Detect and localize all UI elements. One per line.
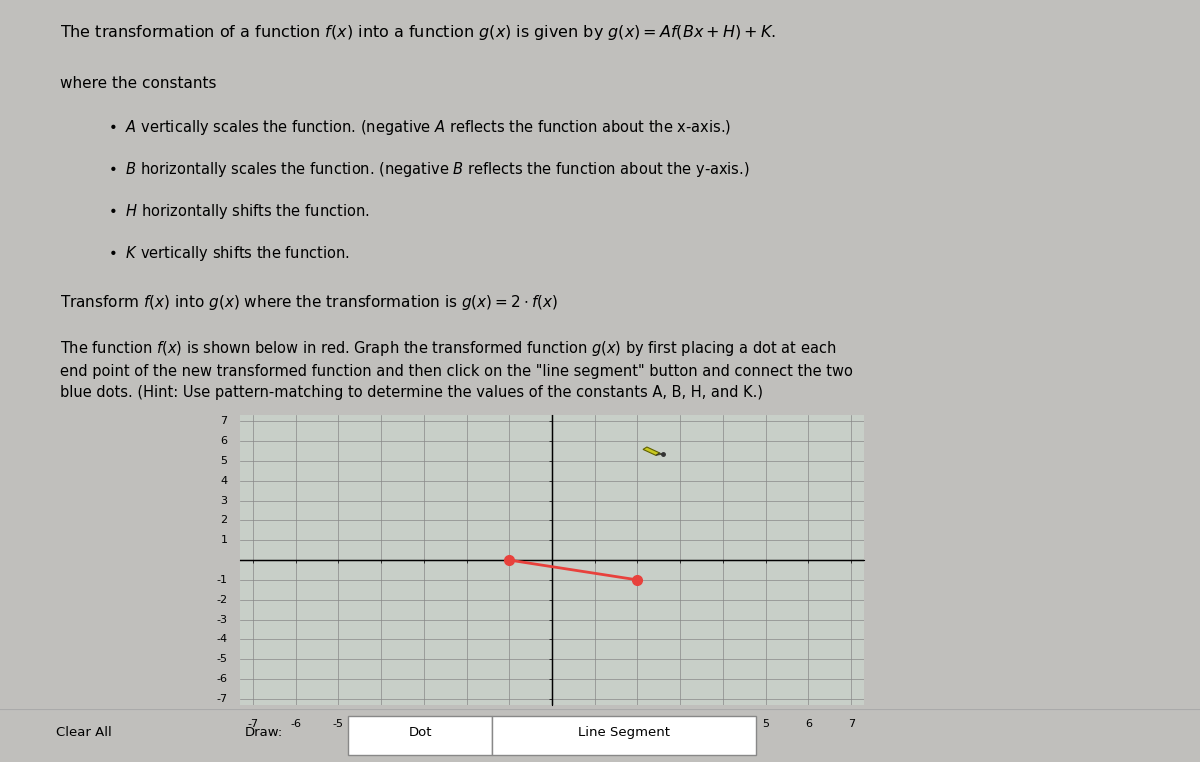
Text: The transformation of a function $f(x)$ into a function $g(x)$ is given by $g(x): The transformation of a function $f(x)$ …	[60, 23, 776, 42]
Text: Dot: Dot	[408, 726, 432, 739]
Text: 5: 5	[762, 719, 769, 729]
Polygon shape	[643, 447, 660, 456]
Text: •  $B$ horizontally scales the function. (negative $B$ reflects the function abo: • $B$ horizontally scales the function. …	[108, 160, 750, 179]
Text: The function $f(x)$ is shown below in red. Graph the transformed function $g(x)$: The function $f(x)$ is shown below in re…	[60, 339, 853, 400]
Text: 6: 6	[805, 719, 812, 729]
Text: -3: -3	[216, 615, 228, 625]
Text: where the constants: where the constants	[60, 76, 216, 91]
FancyBboxPatch shape	[492, 716, 756, 754]
Text: 4: 4	[221, 475, 228, 485]
Text: Transform $f(x)$ into $g(x)$ where the transformation is $g(x) = 2 \cdot f(x)$: Transform $f(x)$ into $g(x)$ where the t…	[60, 293, 558, 312]
Text: Clear All: Clear All	[56, 726, 112, 739]
Text: •  $H$ horizontally shifts the function.: • $H$ horizontally shifts the function.	[108, 202, 370, 221]
Text: -5: -5	[216, 655, 228, 664]
Text: 5: 5	[221, 456, 228, 466]
Text: -2: -2	[216, 594, 228, 605]
Text: -2: -2	[461, 719, 472, 729]
Text: 7: 7	[847, 719, 854, 729]
Text: -6: -6	[216, 674, 228, 684]
Text: -4: -4	[216, 635, 228, 645]
Text: -1: -1	[504, 719, 515, 729]
Text: -7: -7	[216, 694, 228, 704]
Text: -4: -4	[376, 719, 386, 729]
Text: 1: 1	[221, 535, 228, 546]
Text: 4: 4	[719, 719, 726, 729]
Text: 6: 6	[221, 436, 228, 446]
Text: -1: -1	[216, 575, 228, 585]
FancyBboxPatch shape	[348, 716, 492, 754]
Text: •  $A$ vertically scales the function. (negative $A$ reflects the function about: • $A$ vertically scales the function. (n…	[108, 118, 731, 137]
Text: 2: 2	[634, 719, 641, 729]
Polygon shape	[656, 453, 664, 456]
Text: 2: 2	[221, 515, 228, 526]
Text: 3: 3	[677, 719, 684, 729]
Text: -5: -5	[332, 719, 344, 729]
Text: -7: -7	[247, 719, 258, 729]
Text: -3: -3	[419, 719, 430, 729]
Text: 1: 1	[592, 719, 599, 729]
Text: •  $K$ vertically shifts the function.: • $K$ vertically shifts the function.	[108, 244, 349, 263]
Text: -6: -6	[290, 719, 301, 729]
Text: Line Segment: Line Segment	[578, 726, 670, 739]
Text: 7: 7	[221, 416, 228, 426]
Text: Draw:: Draw:	[245, 726, 283, 739]
Text: 3: 3	[221, 495, 228, 505]
